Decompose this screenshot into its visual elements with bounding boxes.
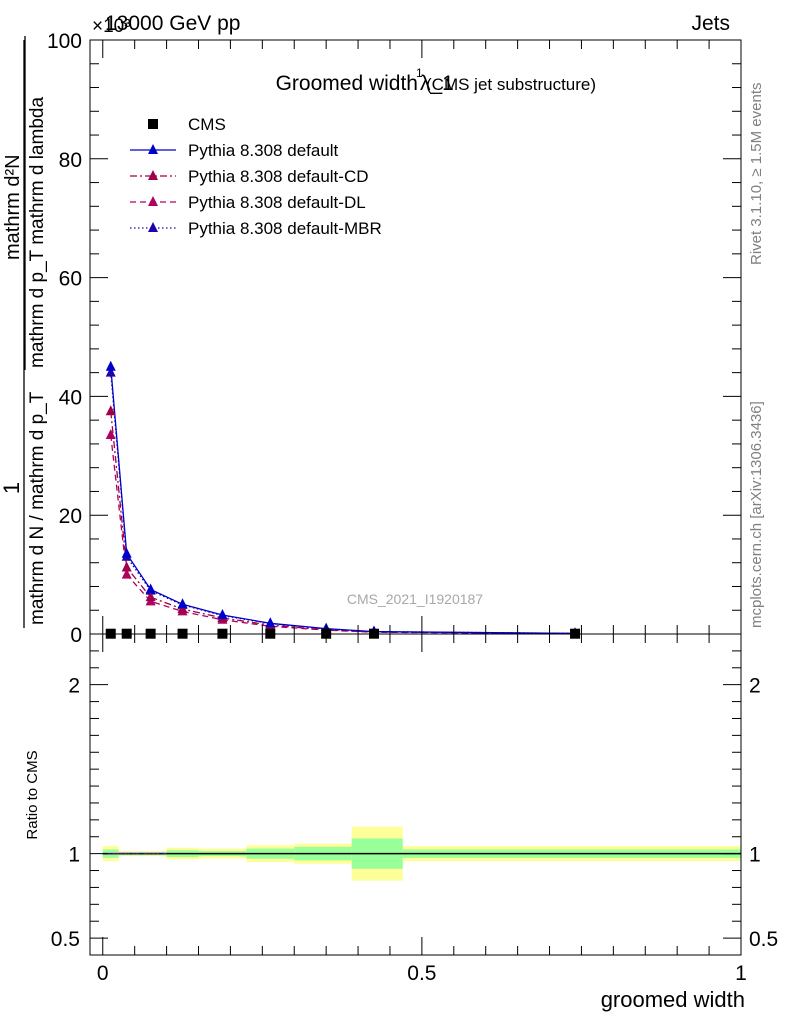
- main-panel: 0 20 40 60 80 100 CMS_2021_I1920187 Groomed w…: [47, 30, 742, 647]
- series-marker: [105, 366, 116, 377]
- series-marker: [105, 429, 116, 440]
- y-tick-label: 80: [59, 149, 82, 172]
- y-label-pre-numerator: 1: [0, 482, 24, 494]
- series-marker: [121, 568, 132, 579]
- series-marker: [105, 360, 116, 371]
- plot-subtitle: (CMS jet substructure): [426, 75, 596, 94]
- ratio-y-label: Ratio to CMS: [24, 750, 41, 839]
- series-marker: [265, 617, 276, 628]
- series-line: [110, 372, 576, 635]
- ratio-y-tick-label: 0.5: [51, 928, 80, 951]
- series-marker: [177, 598, 188, 609]
- series-marker: [105, 405, 116, 416]
- legend-label: Pythia 8.308 default-MBR: [188, 219, 382, 238]
- ratio-y-tick-label-right: 2: [749, 675, 761, 698]
- ratio-y-tick-label: 1: [68, 844, 80, 867]
- y-label-denominator: mathrm d p_T mathrm d lambda: [27, 97, 48, 368]
- legend-marker: [148, 144, 158, 154]
- ratio-panel-frame: [89, 633, 742, 956]
- series-marker: [121, 547, 132, 558]
- legend-marker: [148, 222, 158, 232]
- watermark-label: CMS_2021_I1920187: [347, 591, 483, 607]
- legend-marker: [148, 170, 158, 180]
- plot-title: Groomed width: [276, 72, 418, 95]
- y-axis-label: 1 mathrm d N / mathrm d p_T mathrm d²N m…: [0, 36, 48, 628]
- x-axis-label: groomed width: [601, 987, 745, 1012]
- plot-title-sup: 1: [416, 66, 423, 80]
- process-label: Jets: [691, 12, 730, 35]
- legend-label: CMS: [188, 115, 226, 134]
- x-tick-label: 0: [97, 962, 109, 985]
- legend-label: Pythia 8.308 default: [188, 141, 339, 160]
- legend-marker: [148, 119, 158, 129]
- series-marker: [145, 583, 156, 594]
- series-marker: [145, 591, 156, 602]
- y-label-pre-denominator: mathrm d N / mathrm d p_T: [27, 391, 48, 625]
- y-tick-label: 0: [70, 624, 82, 647]
- ratio-y-tick-label-right: 1: [749, 844, 761, 867]
- series-marker: [121, 561, 132, 572]
- legend: CMS Pythia 8.308 default Pythia 8.308 defa…: [130, 115, 382, 238]
- y-tick-label: 100: [47, 30, 82, 53]
- series-line: [110, 411, 576, 635]
- legend-label: Pythia 8.308 default-CD: [188, 167, 369, 186]
- y-tick-label: 40: [59, 386, 82, 409]
- y-tick-label: 20: [59, 505, 82, 528]
- x-tick-label: 0.5: [407, 962, 436, 985]
- y-exponent: ×10³: [92, 16, 131, 37]
- ratio-y-tick-label-right: 0.5: [749, 928, 778, 951]
- plot-title-math: λ_1: [420, 72, 454, 95]
- series-marker: [217, 608, 228, 619]
- energy-label: 13000 GeV pp: [105, 12, 240, 35]
- legend-label: Pythia 8.308 default-DL: [188, 193, 366, 212]
- y-tick-label: 60: [59, 268, 82, 291]
- legend-marker: [148, 196, 158, 206]
- ratio-panel: 0.5 0.51 12 2 0 0.5 1: [51, 633, 778, 985]
- rivet-version-label: Rivet 3.1.10, ≥ 1.5M events: [748, 83, 765, 266]
- x-tick-label: 1: [735, 962, 747, 985]
- y-label-numerator: mathrm d²N: [2, 154, 24, 260]
- source-label: mcplots.cern.ch [arXiv:1306.3436]: [748, 401, 765, 628]
- ratio-y-tick-label: 2: [68, 675, 80, 698]
- series-line: [110, 366, 576, 635]
